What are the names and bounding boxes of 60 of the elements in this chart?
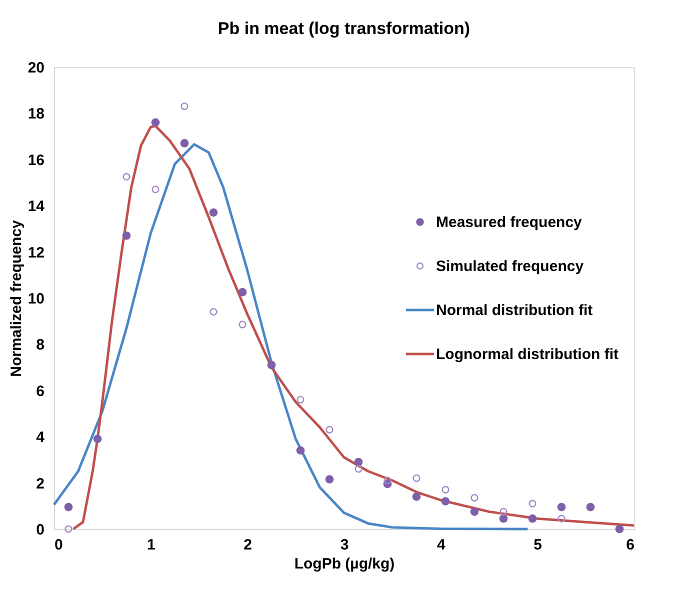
- point: [122, 231, 131, 240]
- x-axis-title: LogPb (µg/kg): [294, 556, 395, 572]
- y-tick-label: 4: [36, 429, 46, 446]
- point: [209, 208, 218, 217]
- point: [296, 396, 304, 404]
- point: [93, 434, 102, 444]
- point: [325, 475, 334, 484]
- chart-title: Pb in meat (log transformation): [218, 19, 470, 38]
- y-tick-label: 2: [36, 475, 44, 492]
- x-tick-label: 3: [340, 536, 349, 554]
- x-tick-label: 5: [534, 536, 542, 554]
- y-tick-label: 0: [36, 522, 44, 538]
- point: [412, 474, 420, 482]
- point: [64, 525, 72, 533]
- point: [354, 458, 363, 466]
- point: [267, 360, 276, 370]
- point: [528, 500, 536, 508]
- y-tick-label: 14: [28, 198, 46, 216]
- x-tick-label: 6: [626, 536, 634, 554]
- point: [442, 486, 450, 494]
- point: [412, 492, 421, 501]
- y-tick-label: 8: [36, 336, 44, 354]
- point: [470, 508, 479, 516]
- point: [210, 308, 218, 316]
- point: [558, 514, 566, 522]
- y-tick-label: 20: [28, 60, 44, 76]
- point: [586, 502, 595, 512]
- legend-label: Normal distribution fit: [436, 302, 593, 319]
- point: [238, 288, 247, 296]
- point: [615, 524, 624, 534]
- legend-label: Lognormal distribution fit: [436, 346, 618, 363]
- point: [470, 494, 478, 502]
- point: [354, 465, 362, 473]
- y-tick-label: 6: [36, 382, 44, 400]
- y-axis-title: Normalized frequency: [8, 219, 25, 377]
- x-tick-label: 1: [146, 536, 156, 554]
- x-tick-label: 0: [54, 536, 63, 554]
- x-tick-label: 2: [244, 536, 252, 554]
- point: [557, 502, 566, 512]
- legend-label: Measured frequency: [436, 214, 583, 231]
- point: [528, 514, 537, 523]
- x-tick-label: 4: [436, 536, 446, 554]
- point: [64, 502, 73, 512]
- point: [152, 186, 160, 194]
- y-tick-label: 12: [28, 244, 44, 262]
- point: [180, 102, 188, 110]
- point: [384, 476, 392, 484]
- point: [238, 320, 246, 328]
- point: [296, 446, 305, 455]
- y-tick-label: 16: [28, 152, 44, 169]
- point: [122, 172, 130, 181]
- point: [500, 508, 508, 516]
- point: [180, 139, 189, 148]
- point: [441, 497, 450, 506]
- point: [151, 118, 160, 127]
- legend-label: Simulated frequency: [436, 258, 584, 275]
- point: [326, 426, 334, 434]
- y-tick-label: 18: [28, 106, 44, 123]
- point: [499, 514, 508, 523]
- y-tick-label: 10: [28, 290, 44, 308]
